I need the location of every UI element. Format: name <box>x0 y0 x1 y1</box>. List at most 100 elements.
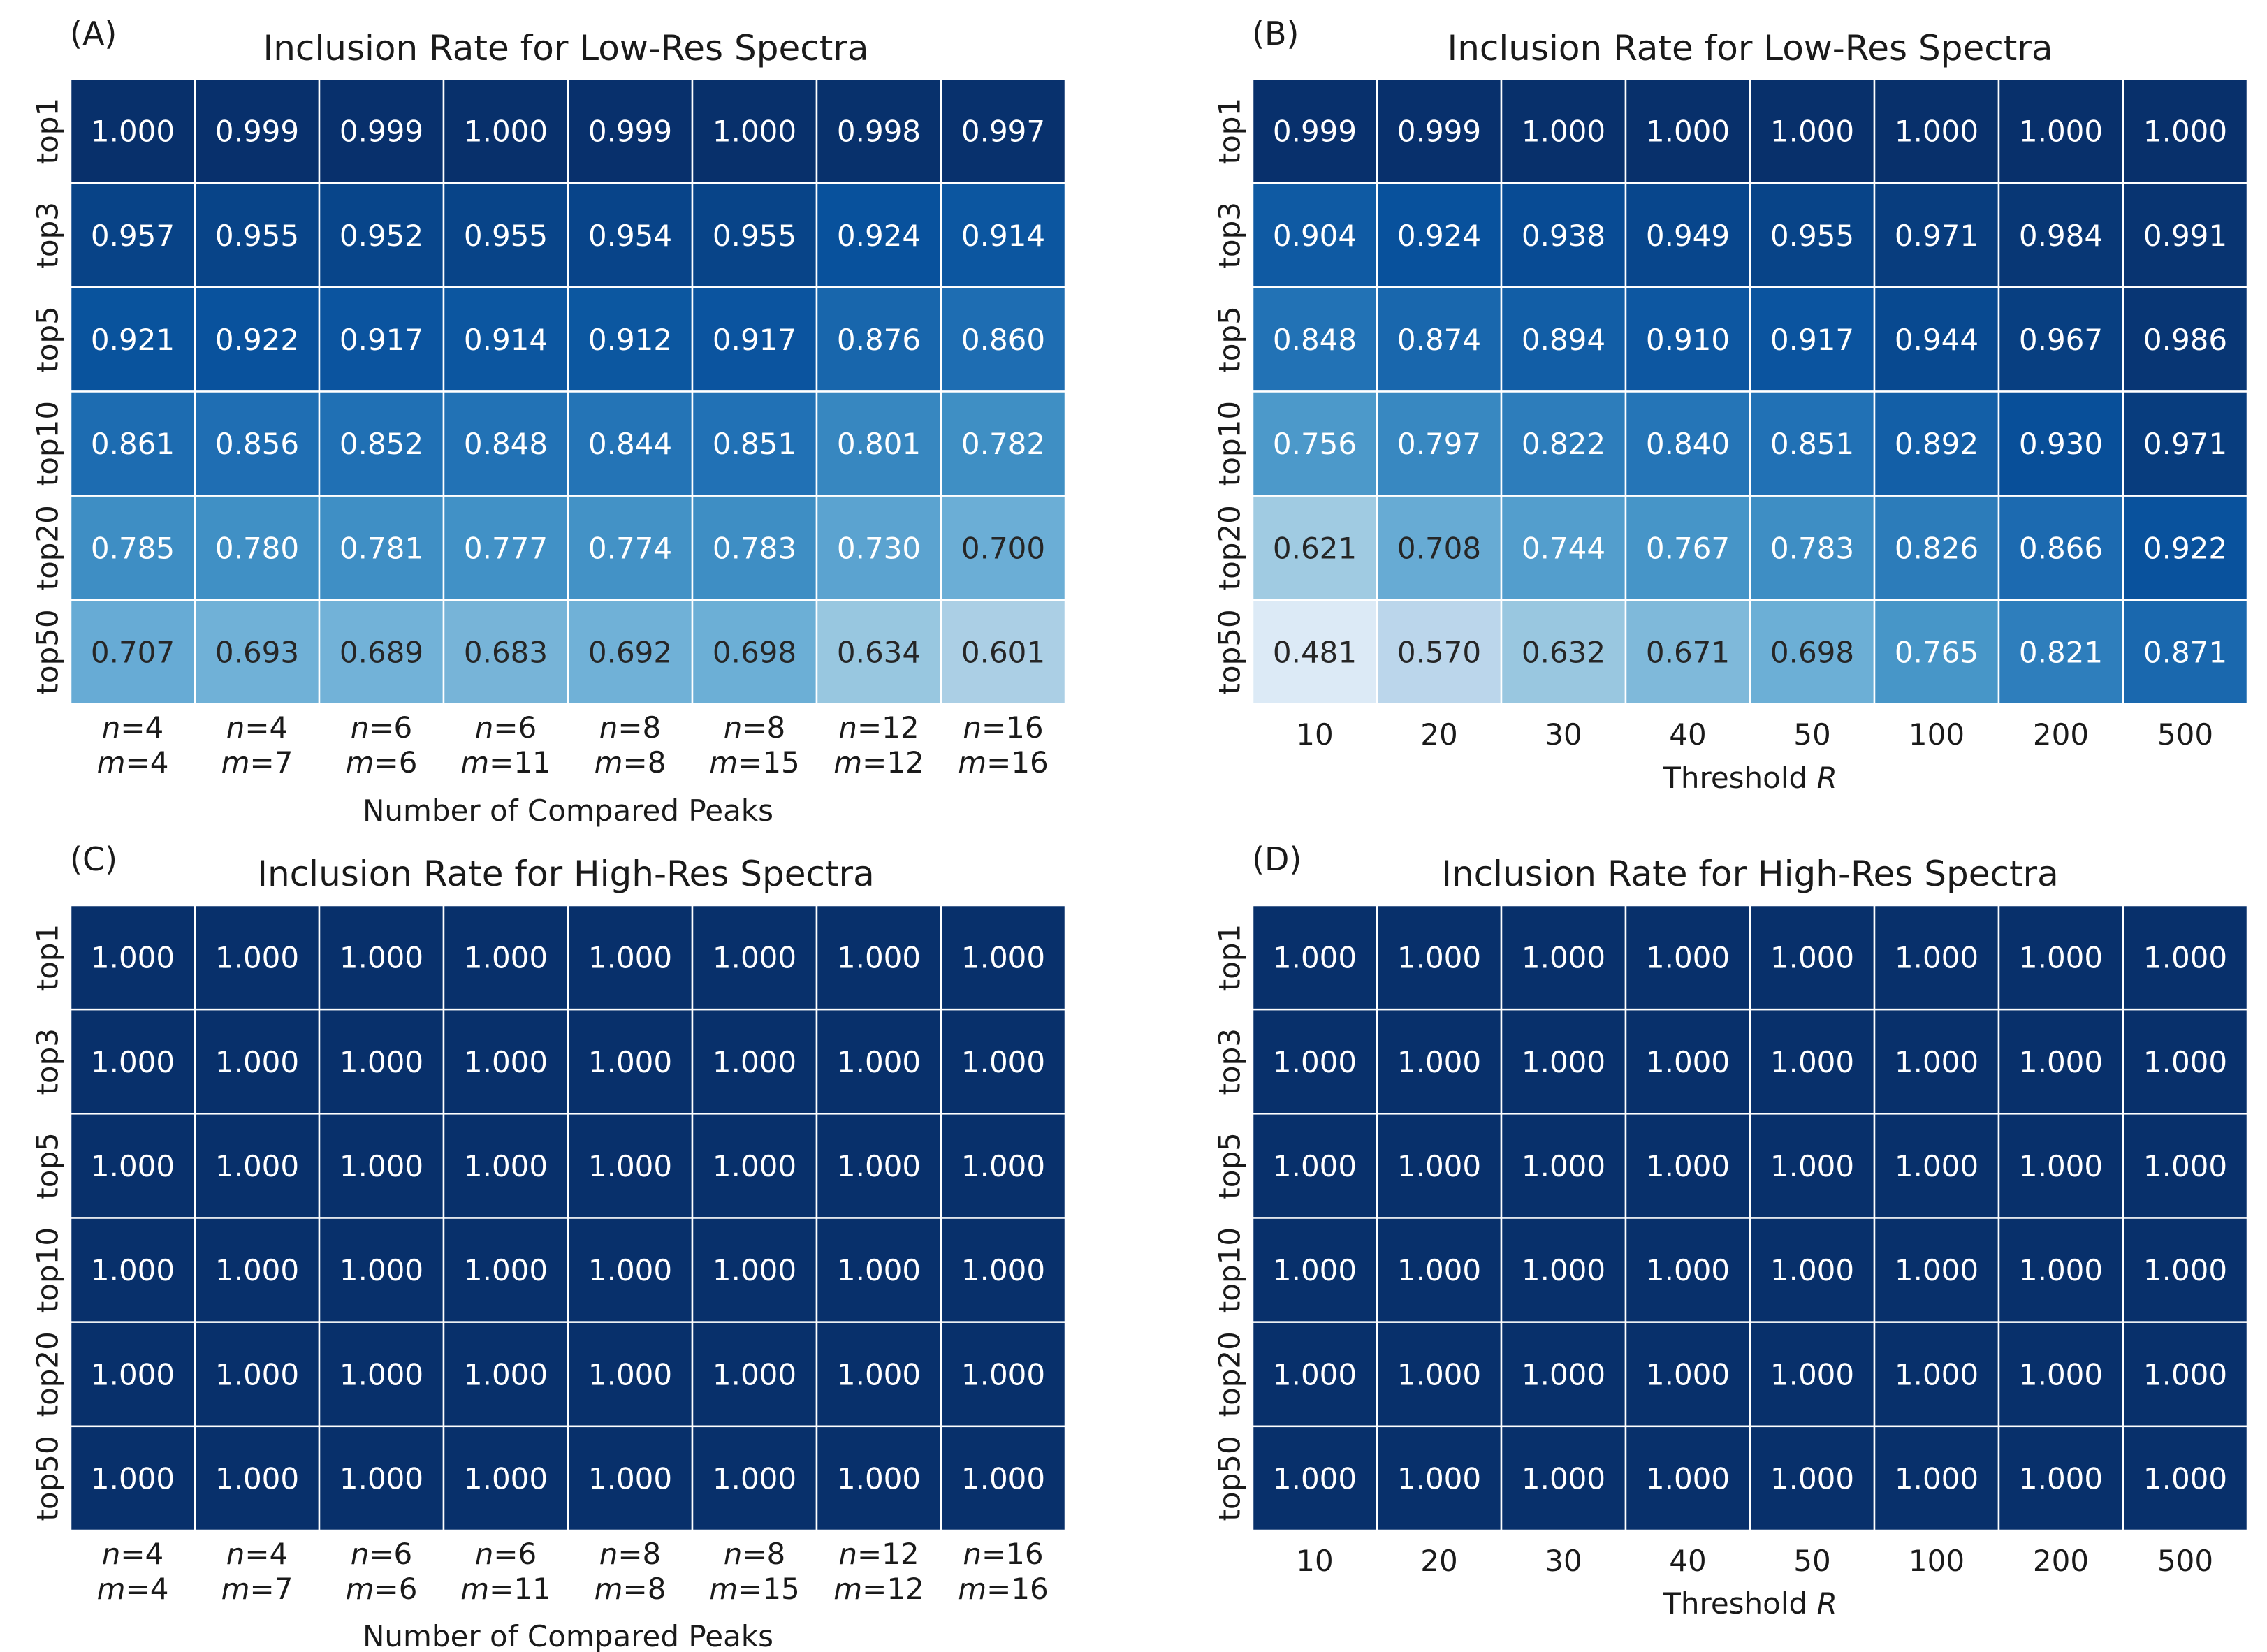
cell-value-label: 1.000 <box>2143 1253 2227 1287</box>
x-tick-label-m: m=12 <box>833 1572 924 1606</box>
heatmap-cell <box>815 1113 942 1219</box>
cell-value-label: 0.621 <box>1273 531 1357 565</box>
heatmap-cell <box>691 286 818 393</box>
heatmap-cell <box>318 1008 445 1115</box>
heatmap-cell <box>691 1113 818 1219</box>
heatmap-cell <box>1873 495 2000 601</box>
x-axis-label: Threshold R <box>1662 1586 1837 1621</box>
heatmap-cell <box>318 904 445 1011</box>
y-tick-label: top3 <box>1213 1028 1247 1095</box>
cell-value-label: 1.000 <box>588 1149 672 1183</box>
x-tick-label: 500 <box>2157 1544 2213 1578</box>
cell-value-label: 1.000 <box>1273 1045 1357 1079</box>
cell-value-label: 1.000 <box>837 1045 921 1079</box>
heatmap-cell <box>691 182 818 288</box>
cell-value-label: 0.797 <box>1397 427 1481 461</box>
heatmap-panel-c: (C) Inclusion Rate for High-Res Spectra 1.… <box>31 840 1067 1652</box>
chart-title: Inclusion Rate for Low-Res Spectra <box>1447 28 2053 68</box>
heatmap-cell <box>1624 1217 1751 1323</box>
cell-value-label: 1.000 <box>1522 1253 1605 1287</box>
heatmap-cell <box>1749 78 1876 184</box>
heatmap-cell <box>567 286 694 393</box>
y-tick-label: top20 <box>31 505 65 590</box>
x-tick-label: 50 <box>1793 717 1830 752</box>
x-tick-label: 20 <box>1420 1544 1457 1578</box>
panel-label: (A) <box>70 15 117 52</box>
cell-value-label: 1.000 <box>588 1045 672 1079</box>
cell-value-label: 1.000 <box>1646 1149 1730 1183</box>
cell-value-label: 0.700 <box>961 531 1045 565</box>
cell-value-label: 0.999 <box>588 115 672 149</box>
cell-value-label: 0.914 <box>464 323 548 357</box>
cell-value-label: 0.782 <box>961 427 1045 461</box>
heatmap-cell <box>442 1321 569 1428</box>
x-tick-label-n: n=4 <box>102 710 164 745</box>
heatmap-cell <box>69 182 196 288</box>
heatmap-cell <box>194 904 321 1011</box>
cell-value-label: 0.999 <box>1397 115 1481 149</box>
heatmap-cell <box>1376 599 1503 706</box>
cell-value-label: 1.000 <box>340 941 423 975</box>
heatmap-cell <box>1997 495 2124 601</box>
cell-value-label: 1.000 <box>2143 1461 2227 1496</box>
heatmap-cell <box>1251 1113 1378 1219</box>
cell-value-label: 0.780 <box>215 531 299 565</box>
heatmap-cell <box>1376 1321 1503 1428</box>
cell-value-label: 1.000 <box>2143 941 2227 975</box>
heatmap-cell <box>1251 1425 1378 1532</box>
cell-value-label: 1.000 <box>464 1253 548 1287</box>
cell-value-label: 1.000 <box>1397 1461 1481 1496</box>
cell-value-label: 1.000 <box>215 1357 299 1391</box>
heatmap-cell <box>1997 599 2124 706</box>
heatmap-cell <box>1376 1008 1503 1115</box>
cell-value-label: 1.000 <box>713 1253 796 1287</box>
cell-value-label: 1.000 <box>2019 1357 2103 1391</box>
y-tick-label: top10 <box>31 1227 65 1313</box>
cell-value-label: 0.991 <box>2143 219 2227 253</box>
heatmap-cell <box>1873 1321 2000 1428</box>
heatmap-cell <box>318 1113 445 1219</box>
y-tick-label: top1 <box>1213 98 1247 165</box>
heatmap-cell <box>2122 78 2249 184</box>
cell-value-label: 1.000 <box>1397 1045 1481 1079</box>
y-tick-label: top20 <box>1213 1331 1247 1417</box>
cell-value-label: 1.000 <box>215 1461 299 1496</box>
cell-value-label: 1.000 <box>1895 1357 1978 1391</box>
heatmap-cell <box>318 1321 445 1428</box>
heatmap-cell <box>1749 1008 1876 1115</box>
cell-value-label: 1.000 <box>1646 1253 1730 1287</box>
x-tick-label-m: m=11 <box>460 1572 551 1606</box>
y-tick-label: top50 <box>1213 609 1247 694</box>
cell-value-label: 1.000 <box>340 1045 423 1079</box>
cell-value-label: 0.822 <box>1522 427 1605 461</box>
heatmap-cell <box>1624 182 1751 288</box>
cell-value-label: 1.000 <box>1770 1253 1854 1287</box>
cell-value-label: 1.000 <box>1770 1357 1854 1391</box>
heatmap-cell <box>940 1425 1067 1532</box>
cell-value-label: 1.000 <box>1522 1461 1605 1496</box>
heatmap-cell <box>1873 1008 2000 1115</box>
cell-value-label: 1.000 <box>961 1149 1045 1183</box>
heatmap-cell <box>2122 1217 2249 1323</box>
cell-value-label: 0.844 <box>588 427 672 461</box>
heatmap-cell <box>442 1113 569 1219</box>
heatmap-cell <box>1997 78 2124 184</box>
heatmap-cell <box>940 286 1067 393</box>
x-tick-label-m: m=15 <box>709 1572 800 1606</box>
cell-value-label: 0.999 <box>215 115 299 149</box>
heatmap-cell <box>318 182 445 288</box>
heatmap-cell <box>194 78 321 184</box>
cell-value-label: 0.848 <box>464 427 548 461</box>
cell-value-label: 1.000 <box>2019 1149 2103 1183</box>
heatmap-cell <box>940 78 1067 184</box>
cell-value-label: 1.000 <box>340 1461 423 1496</box>
y-tick-label: top50 <box>1213 1435 1247 1521</box>
heatmap-cell <box>318 78 445 184</box>
heatmap-cell <box>1500 1321 1627 1428</box>
heatmap-cell <box>1749 1113 1876 1219</box>
y-tick-label: top1 <box>31 98 65 165</box>
cell-value-label: 1.000 <box>837 941 921 975</box>
x-tick-label: 40 <box>1669 717 1706 752</box>
heatmap-cell <box>1624 390 1751 497</box>
heatmap-cell <box>1376 286 1503 393</box>
